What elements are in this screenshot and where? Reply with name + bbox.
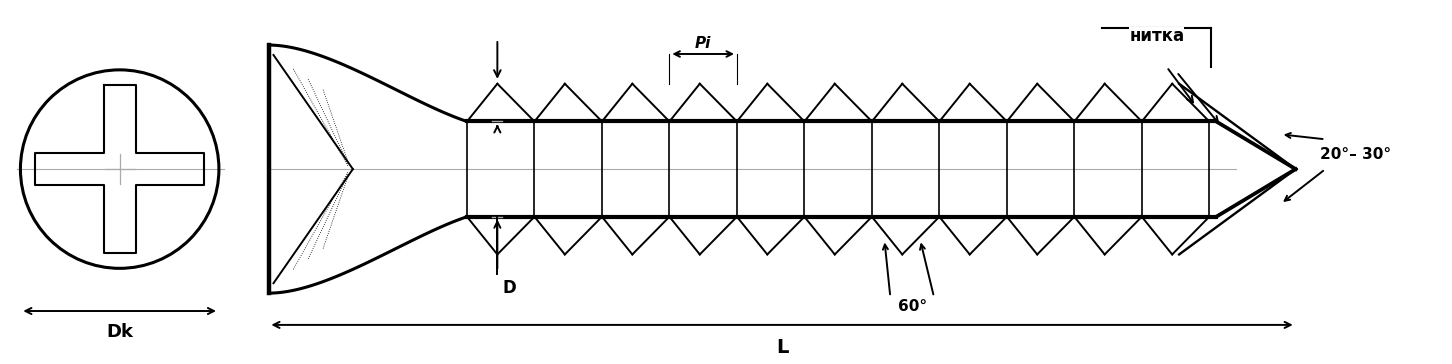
- Text: L: L: [775, 338, 788, 357]
- Text: D: D: [502, 279, 515, 297]
- Text: Dk: Dk: [106, 323, 134, 341]
- Text: 20°– 30°: 20°– 30°: [1320, 147, 1391, 162]
- Text: Pi: Pi: [696, 36, 711, 51]
- Text: нитка: нитка: [1130, 27, 1185, 45]
- Text: 60°: 60°: [897, 299, 926, 314]
